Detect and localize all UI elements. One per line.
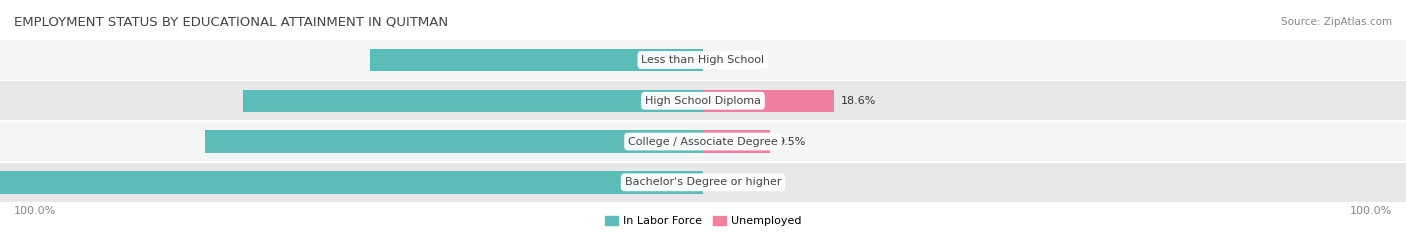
Text: 0.0%: 0.0% xyxy=(710,177,738,187)
Text: College / Associate Degree: College / Associate Degree xyxy=(628,137,778,147)
Bar xyxy=(703,130,770,153)
Bar xyxy=(0,122,1406,161)
Bar xyxy=(0,163,1406,202)
Text: 70.8%: 70.8% xyxy=(654,137,689,147)
Bar xyxy=(205,130,703,153)
Bar xyxy=(242,89,703,112)
Text: 9.5%: 9.5% xyxy=(778,137,806,147)
Text: 100.0%: 100.0% xyxy=(647,177,689,187)
Bar xyxy=(0,171,703,194)
Bar xyxy=(371,49,703,71)
Legend: In Labor Force, Unemployed: In Labor Force, Unemployed xyxy=(600,211,806,230)
Text: 18.6%: 18.6% xyxy=(841,96,876,106)
Text: Bachelor's Degree or higher: Bachelor's Degree or higher xyxy=(624,177,782,187)
Text: EMPLOYMENT STATUS BY EDUCATIONAL ATTAINMENT IN QUITMAN: EMPLOYMENT STATUS BY EDUCATIONAL ATTAINM… xyxy=(14,15,449,28)
Text: 65.5%: 65.5% xyxy=(654,96,689,106)
Text: High School Diploma: High School Diploma xyxy=(645,96,761,106)
Text: 100.0%: 100.0% xyxy=(14,206,56,216)
Text: 47.3%: 47.3% xyxy=(654,55,689,65)
Text: 100.0%: 100.0% xyxy=(1350,206,1392,216)
Text: 0.0%: 0.0% xyxy=(710,55,738,65)
Text: Source: ZipAtlas.com: Source: ZipAtlas.com xyxy=(1281,17,1392,27)
Bar xyxy=(0,40,1406,80)
Bar xyxy=(703,89,834,112)
Bar xyxy=(0,81,1406,120)
Text: Less than High School: Less than High School xyxy=(641,55,765,65)
